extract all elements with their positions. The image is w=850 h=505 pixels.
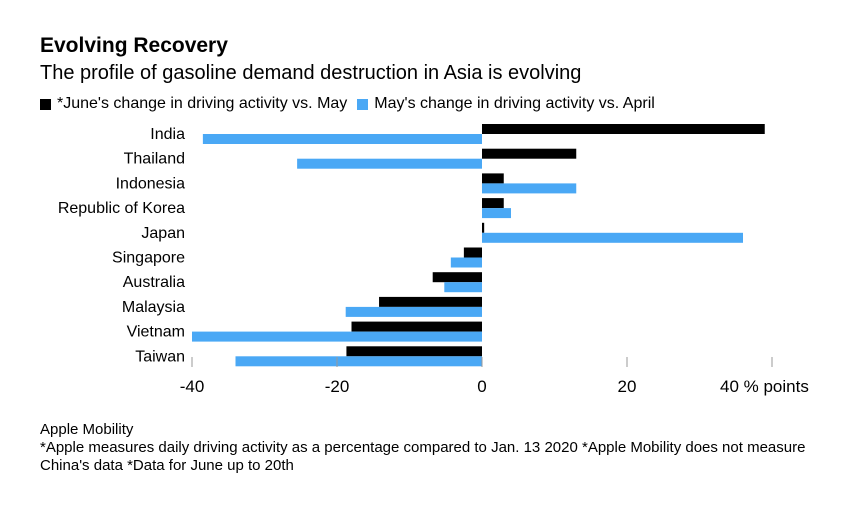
x-tick-label: 40 % points <box>720 377 809 396</box>
category-label: Singapore <box>112 250 185 267</box>
bar-june <box>379 297 482 307</box>
methodology-note: *Apple measures daily driving activity a… <box>40 439 820 475</box>
category-label: Republic of Korea <box>58 200 185 217</box>
bar-may <box>444 282 482 292</box>
bar-may <box>482 183 576 193</box>
bar-may <box>203 134 482 144</box>
x-tick-label: 0 <box>477 377 486 396</box>
bar-may <box>482 233 743 243</box>
bar-june <box>482 198 504 208</box>
bar-june <box>482 124 765 134</box>
category-label: Indonesia <box>116 175 185 192</box>
x-tick-label: -20 <box>325 377 350 396</box>
bar-may <box>236 356 483 366</box>
category-label: Vietnam <box>127 324 185 341</box>
bar-may <box>297 159 482 169</box>
x-tick-label: 20 <box>618 377 637 396</box>
category-label: India <box>150 126 185 143</box>
bar-june <box>482 173 504 183</box>
bar-june <box>464 248 482 258</box>
bar-june <box>482 223 484 233</box>
category-label: Thailand <box>124 151 185 168</box>
category-label: Taiwan <box>135 348 185 365</box>
bar-june <box>352 322 483 332</box>
x-tick-label: -40 <box>180 377 205 396</box>
category-label: Australia <box>123 274 185 291</box>
bar-june <box>482 149 576 159</box>
bar-june <box>346 346 482 356</box>
footer: Apple Mobility *Apple measures daily dri… <box>40 421 820 475</box>
bar-may <box>346 307 482 317</box>
bar-june <box>433 272 482 282</box>
bar-may <box>482 208 511 218</box>
bar-may <box>451 258 482 268</box>
category-label: Japan <box>141 225 185 242</box>
category-label: Malaysia <box>122 299 185 316</box>
source-note: Apple Mobility <box>40 421 820 439</box>
bar-may <box>192 332 482 342</box>
